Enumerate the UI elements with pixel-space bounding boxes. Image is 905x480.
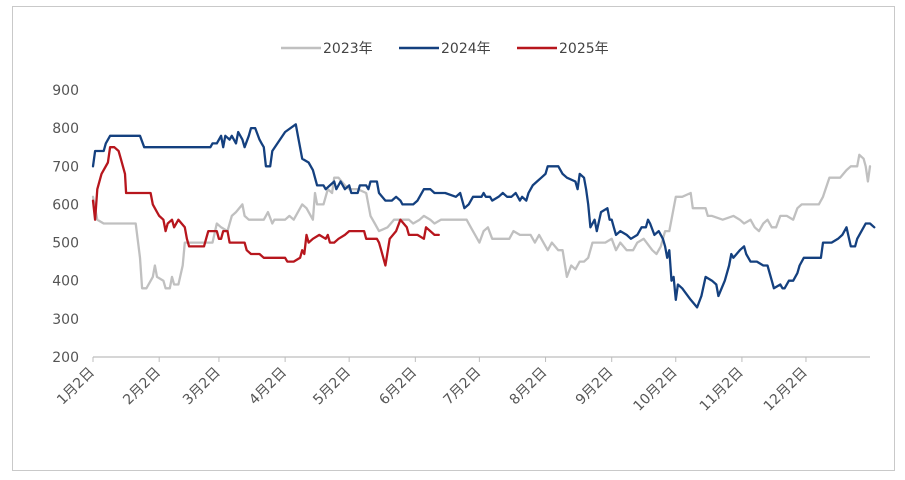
legend-label-3: 2025年 xyxy=(559,41,609,57)
x-tick-label: 12月2日 xyxy=(761,365,811,415)
y-tick-label: 500 xyxy=(52,236,79,252)
x-tick-label: 2月2日 xyxy=(120,365,164,409)
legend-label-2: 2024年 xyxy=(441,41,491,57)
y-tick-label: 400 xyxy=(52,274,79,290)
y-tick-label: 700 xyxy=(52,159,79,175)
x-tick-label: 7月2日 xyxy=(440,365,484,409)
x-tick-label: 5月2日 xyxy=(310,365,354,409)
y-tick-label: 800 xyxy=(52,121,79,137)
series-line-3 xyxy=(91,146,440,267)
y-tick-label: 600 xyxy=(52,197,79,213)
x-tick-label: 1月2日 xyxy=(54,365,98,409)
y-tick-label: 900 xyxy=(52,83,79,99)
series-line-2 xyxy=(91,123,876,309)
y-tick-label: 200 xyxy=(52,350,79,366)
series-line-1 xyxy=(91,153,872,290)
legend-label-1: 2023年 xyxy=(323,41,373,57)
x-tick-label: 6月2日 xyxy=(376,365,420,409)
x-tick-label: 9月2日 xyxy=(573,365,617,409)
y-axis: 200 300 400 500 600 700 800 900 xyxy=(52,83,79,366)
y-tick-label: 300 xyxy=(52,312,79,328)
x-tick-label: 8月2日 xyxy=(507,365,551,409)
series-group xyxy=(91,123,876,309)
x-tick-label: 3月2日 xyxy=(180,365,224,409)
x-tick-label: 10月2日 xyxy=(631,365,681,415)
x-tick-label: 11月2日 xyxy=(697,365,747,415)
legend: 2023年 2024年 2025年 xyxy=(281,41,609,57)
line-chart: 2023年 2024年 2025年 200 300 400 500 600 700 800 900… xyxy=(52,41,876,415)
chart-frame: 2023年 2024年 2025年 200 300 400 500 600 700 800 900… xyxy=(12,6,895,471)
x-tick-label: 4月2日 xyxy=(246,365,290,409)
x-axis: 1月2日 2月2日 3月2日 4月2日 5月2日 6月2日 7月2日 8月2日 9月2日 10月2… xyxy=(54,357,811,415)
